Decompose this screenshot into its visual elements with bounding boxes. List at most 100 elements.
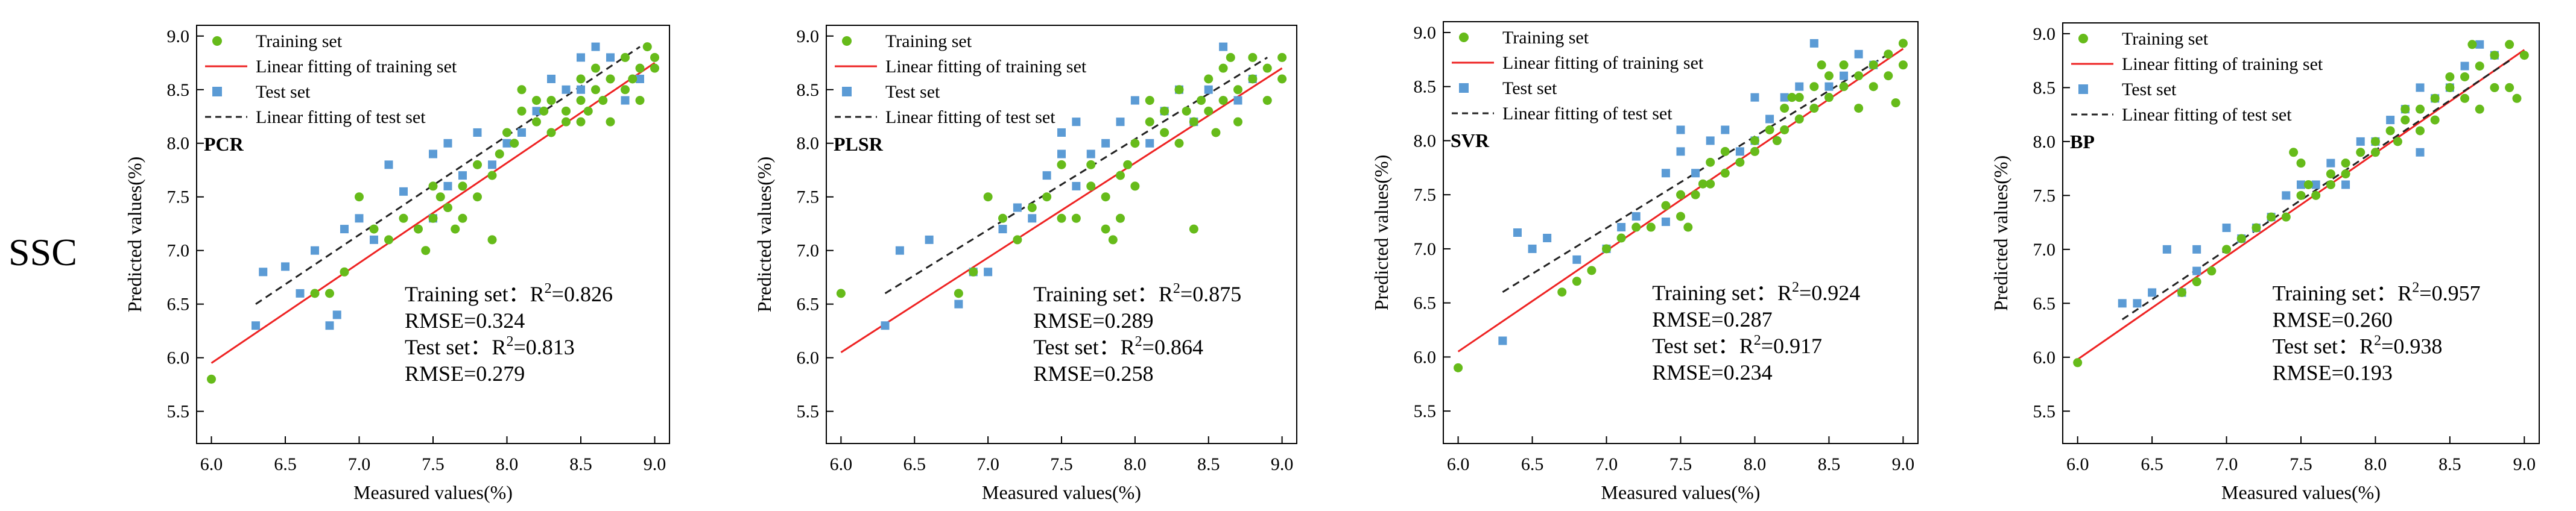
test-point (1042, 171, 1051, 180)
test-point (1735, 147, 1744, 156)
metric-superscript: 2 (506, 334, 513, 350)
training-point (1189, 224, 1198, 234)
y-tick-label: 6.5 (2033, 293, 2056, 313)
training-point (2430, 93, 2440, 103)
test-point (384, 160, 393, 169)
training-point (1661, 201, 1671, 210)
legend-test-marker (2078, 84, 2088, 94)
training-point (1454, 363, 1463, 372)
training-point (1262, 63, 1272, 73)
y-tick-label: 9.0 (167, 27, 190, 46)
test-point (954, 299, 963, 309)
test-point (1661, 218, 1670, 227)
test-point (370, 235, 378, 244)
training-point (1750, 146, 1759, 156)
test-point (1101, 139, 1110, 148)
training-point (1027, 203, 1037, 213)
training-point (1780, 125, 1790, 134)
training-point (428, 213, 438, 223)
training-point (1057, 160, 1066, 169)
metric-superscript: 2 (1792, 280, 1799, 295)
test-point (2341, 180, 2350, 189)
x-tick-label: 6.5 (1521, 454, 1544, 474)
training-point (1557, 287, 1567, 297)
legend-test-marker (842, 87, 852, 96)
legend-test-set: Test set (2122, 80, 2177, 99)
metric-text: Test set：R (1033, 335, 1135, 359)
test-point (591, 42, 600, 51)
test-point (1116, 118, 1125, 127)
training-point (1631, 222, 1641, 232)
x-tick-label: 7.0 (1595, 454, 1618, 474)
training-point (1772, 136, 1782, 145)
model-title: PCR (204, 133, 244, 155)
metric-text: Training set：R (1652, 281, 1792, 305)
training-point (1765, 125, 1774, 134)
test-point (1219, 42, 1228, 51)
test-point (925, 235, 934, 244)
training-point (1204, 106, 1214, 116)
y-tick-label: 7.0 (1414, 239, 1437, 259)
test-point (340, 225, 349, 234)
test-point (2416, 148, 2425, 157)
test-point (252, 321, 260, 330)
training-point (1854, 104, 1864, 113)
test-point (1204, 85, 1213, 94)
test-point (443, 181, 452, 190)
x-tick-label: 9.0 (1271, 454, 1294, 474)
training-point (443, 203, 452, 213)
training-point (1130, 181, 1140, 191)
y-tick-label: 9.0 (797, 27, 820, 46)
test-point (2222, 224, 2231, 233)
training-point (1698, 179, 1707, 189)
training-point (340, 267, 349, 277)
metric-text: Test set：R (405, 335, 506, 359)
training-point (451, 224, 460, 234)
training-point (1602, 244, 1612, 254)
test-point (984, 268, 993, 277)
test-point (1676, 147, 1685, 156)
test-point (1498, 336, 1507, 345)
training-point (2393, 137, 2402, 146)
training-point (1226, 52, 1235, 62)
training-point (428, 181, 438, 191)
legend-test-marker (1459, 83, 1469, 93)
training-point (1720, 168, 1730, 178)
training-point (1262, 96, 1272, 105)
training-point (621, 52, 630, 62)
training-point (2460, 72, 2470, 81)
y-tick-label: 5.5 (167, 402, 190, 422)
training-point (576, 117, 586, 127)
test-point (2475, 40, 2484, 49)
training-point (2303, 180, 2313, 189)
training-point (1182, 106, 1191, 116)
training-point (2400, 104, 2410, 114)
test-point (1750, 93, 1759, 102)
x-tick-label: 6.5 (2141, 454, 2163, 474)
legend-training-fit: Linear fitting of training set (256, 57, 457, 77)
metric-text: RMSE=0.260 (2273, 308, 2393, 332)
test-point (577, 53, 585, 62)
training-point (1572, 277, 1581, 286)
metric-superscript: 2 (1135, 334, 1142, 350)
training-point (1248, 52, 1258, 62)
legend: Training set Linear fitting of training s… (835, 31, 1087, 127)
training-point (1248, 74, 1258, 84)
training-point (414, 224, 423, 234)
training-point (487, 235, 497, 245)
training-point (983, 192, 993, 202)
training-point (2385, 126, 2395, 136)
x-tick-label: 8.5 (1818, 454, 1841, 474)
model-title: SVR (1451, 130, 1490, 151)
training-point (1839, 60, 1849, 70)
training-point (1780, 104, 1790, 113)
metric-text: RMSE=0.279 (405, 362, 525, 386)
x-axis-label: Measured values(%) (353, 481, 513, 503)
x-tick-label: 8.0 (1744, 454, 1767, 474)
y-tick-label: 7.0 (167, 241, 190, 261)
training-point (473, 160, 482, 169)
test-point (606, 53, 615, 62)
x-tick-label: 7.5 (1669, 454, 1692, 474)
model-title: BP (2070, 131, 2095, 152)
y-tick-label: 7.5 (2033, 186, 2056, 205)
